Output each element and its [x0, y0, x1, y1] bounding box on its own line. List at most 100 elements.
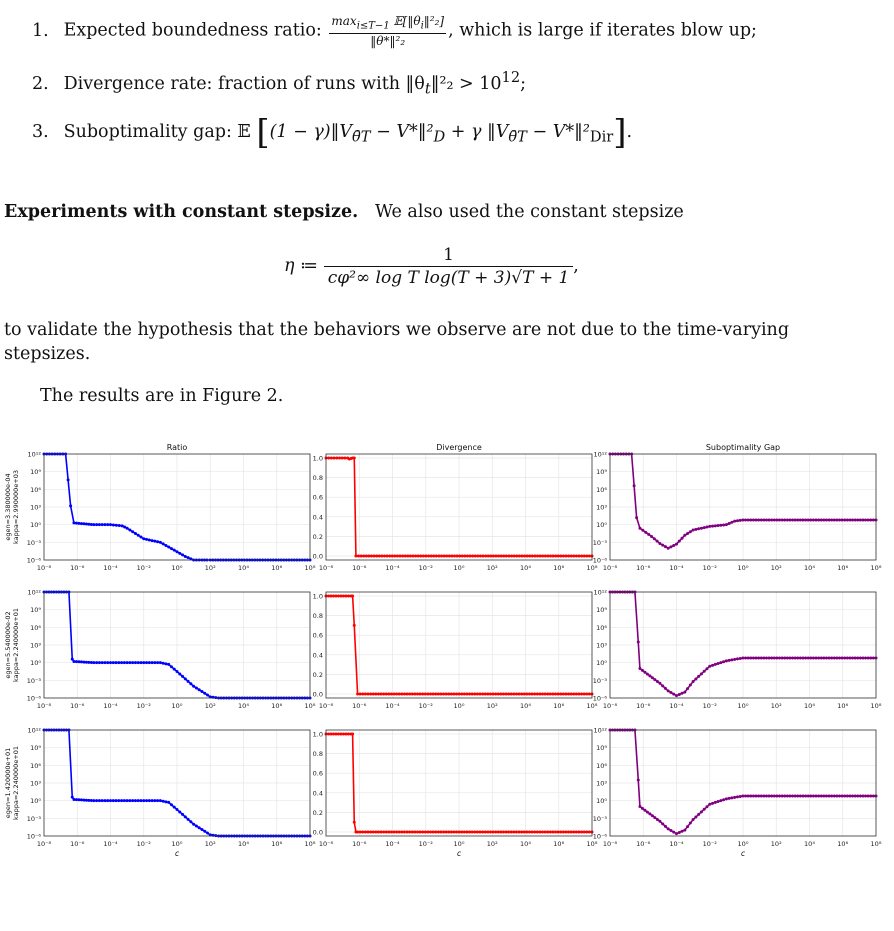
data-point: [346, 594, 350, 598]
row-ylabel-kappa: kappa=2.240000e+01: [12, 746, 20, 820]
data-point: [77, 798, 81, 802]
x-axis-label: c: [175, 849, 180, 858]
data-point: [567, 692, 571, 696]
data-point: [523, 554, 527, 558]
data-point: [429, 554, 433, 558]
data-point: [835, 656, 839, 660]
data-point: [822, 518, 826, 522]
data-point: [504, 830, 508, 834]
data-point: [436, 692, 440, 696]
x-tick-label: 10⁴: [520, 564, 531, 572]
data-point: [574, 692, 578, 696]
data-point: [751, 656, 755, 660]
data-point: [470, 830, 474, 834]
data-point: [69, 504, 73, 508]
x-tick-label: 10⁴: [804, 840, 815, 848]
data-point: [122, 799, 126, 803]
data-point: [716, 524, 720, 528]
x-tick-label: 10⁻⁶: [636, 702, 651, 710]
y-tick-label: 10⁶: [596, 762, 607, 770]
data-point: [778, 656, 782, 660]
data-point: [527, 830, 531, 834]
data-point: [125, 799, 129, 803]
data-point: [559, 692, 563, 696]
data-point: [811, 656, 815, 660]
data-point: [393, 554, 397, 558]
data-point: [335, 456, 339, 460]
row-ylabel-egen: egen=5.540000e-02: [4, 611, 12, 678]
data-point: [395, 830, 399, 834]
data-point: [643, 670, 647, 674]
data-point: [680, 829, 684, 833]
data-point: [442, 692, 446, 696]
x-tick-label: 10⁶: [837, 840, 848, 848]
data-point: [128, 661, 132, 665]
x-tick-label: 10⁻⁸: [603, 564, 618, 572]
data-point: [759, 794, 763, 798]
data-point: [117, 524, 121, 528]
data-point: [866, 794, 870, 798]
data-point: [845, 794, 849, 798]
data-point: [722, 798, 726, 802]
data-point: [556, 554, 560, 558]
data-point: [169, 665, 173, 669]
x-tick-label: 10⁻²: [137, 840, 152, 848]
data-point: [775, 656, 779, 660]
data-point: [147, 661, 151, 665]
data-point: [92, 661, 96, 665]
data-point: [535, 830, 539, 834]
y-tick-label: 10¹²: [28, 589, 42, 597]
data-point: [514, 830, 518, 834]
data-point: [74, 660, 78, 664]
data-point: [856, 794, 860, 798]
data-point: [488, 830, 492, 834]
data-point: [582, 692, 586, 696]
data-point: [569, 830, 573, 834]
data-point: [431, 692, 435, 696]
data-point: [329, 456, 333, 460]
data-point: [70, 795, 74, 799]
y-tick-label: 10¹²: [594, 589, 608, 597]
data-point: [788, 656, 792, 660]
data-point: [827, 656, 831, 660]
data-point: [183, 677, 187, 681]
data-point: [697, 812, 701, 816]
data-point: [481, 830, 485, 834]
data-point: [395, 554, 399, 558]
data-point: [97, 799, 101, 803]
data-point: [811, 794, 815, 798]
y-tick-label: 0.4: [313, 513, 323, 521]
data-point: [650, 814, 654, 818]
data-point: [772, 794, 776, 798]
data-point: [423, 830, 427, 834]
data-point: [136, 533, 140, 537]
data-point: [641, 528, 645, 532]
data-point: [429, 830, 433, 834]
data-point: [727, 658, 731, 662]
data-point: [117, 799, 121, 803]
data-point: [408, 830, 412, 834]
data-point: [840, 656, 844, 660]
x-tick-label: 10⁶: [837, 564, 848, 572]
data-point: [158, 540, 162, 544]
data-point: [87, 798, 91, 802]
data-point: [131, 799, 135, 803]
data-point: [527, 692, 531, 696]
x-tick-label: 10⁶: [837, 702, 848, 710]
data-point: [751, 794, 755, 798]
data-point: [376, 692, 380, 696]
data-point: [853, 656, 857, 660]
data-point: [744, 656, 748, 660]
axes-frame: [325, 591, 593, 699]
data-point: [117, 661, 121, 665]
data-point: [147, 538, 151, 542]
data-point: [74, 521, 78, 525]
x-tick-label: 10⁴: [238, 702, 249, 710]
data-point: [344, 594, 348, 598]
data-point: [382, 554, 386, 558]
data-point: [371, 830, 375, 834]
data-point: [128, 799, 132, 803]
x-tick-label: 10⁻⁴: [385, 840, 400, 848]
data-point: [719, 799, 723, 803]
